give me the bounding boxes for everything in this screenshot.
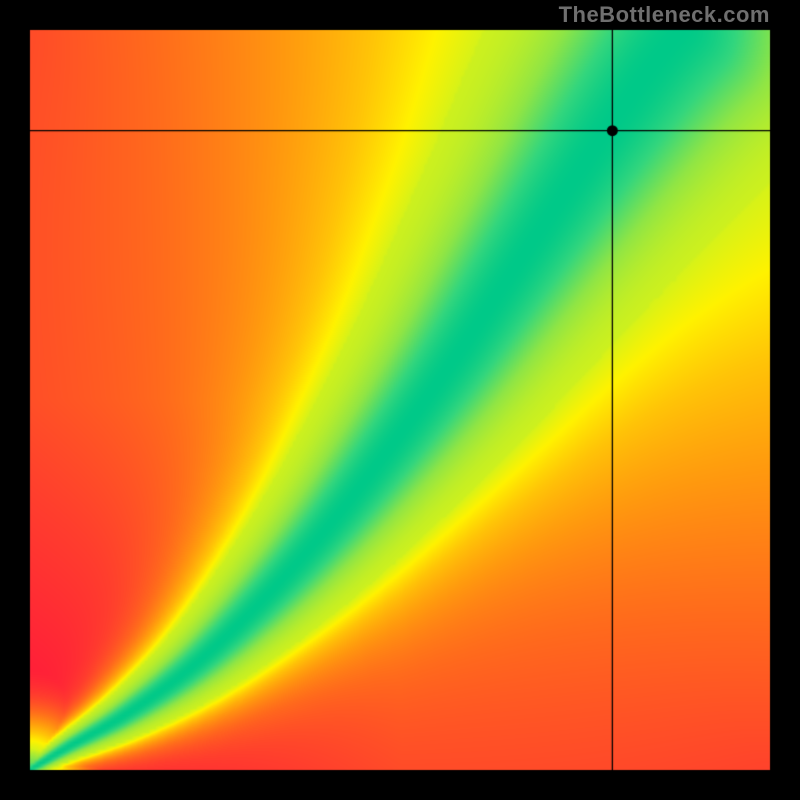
heatmap-canvas xyxy=(0,0,800,800)
watermark-text: TheBottleneck.com xyxy=(559,2,770,28)
chart-container: TheBottleneck.com xyxy=(0,0,800,800)
